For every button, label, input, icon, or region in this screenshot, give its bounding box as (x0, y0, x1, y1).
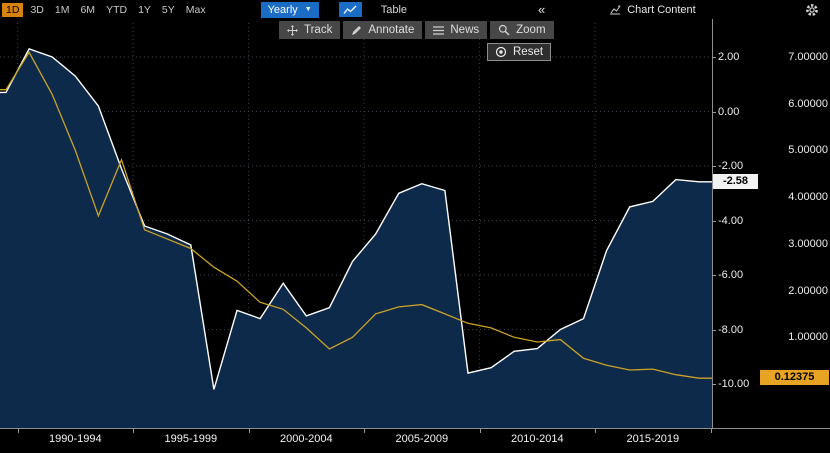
left-scale-tick-label: 0.00 (718, 105, 740, 118)
reset-zoom-button[interactable]: Reset (487, 43, 552, 61)
right-scale-tick-label: 3.00000 (788, 237, 828, 250)
x-axis-tick-mark (595, 429, 597, 433)
period-button-group: 1D 3D 1M 6M YTD 1Y 5Y Max (2, 2, 213, 17)
chevron-down-icon: ▼ (304, 6, 312, 13)
track-label: Track (304, 24, 333, 36)
news-button[interactable]: News (425, 21, 488, 39)
x-axis-tick-mark (17, 429, 19, 433)
x-axis-tick-mark (133, 429, 135, 433)
zoom-magnifier-icon (498, 24, 510, 36)
period-button-1m[interactable]: 1M (54, 3, 70, 16)
zoom-button[interactable]: Zoom (490, 21, 554, 39)
zoom-label: Zoom (516, 24, 546, 36)
x-axis-label: 2000-2004 (279, 433, 333, 445)
last-value-badge-white-series: -2.58 (713, 173, 758, 189)
right-scale-tick-label: 5.00000 (788, 144, 828, 157)
left-scale-tick-label: -6.00 (718, 269, 744, 281)
x-axis-label: 2005-2009 (395, 433, 449, 445)
chart-tools-toolbar: Track Annotate News Zoom (279, 21, 554, 39)
period-button-1d[interactable]: 1D (2, 2, 24, 17)
x-axis-tick-mark (710, 429, 712, 433)
x-axis-tick-mark (248, 429, 250, 433)
right-scale-tick-label: 2.00000 (788, 284, 828, 297)
periodicity-label: Yearly (267, 3, 298, 16)
track-crosshair-icon (287, 24, 298, 36)
chart-content-label: Chart Content (627, 3, 696, 16)
left-scale-tick-label: -8.00 (718, 323, 744, 336)
x-axis-label: 2010-2014 (510, 433, 564, 445)
news-label: News (450, 24, 480, 36)
period-button-ytd[interactable]: YTD (106, 3, 128, 16)
period-button-1y[interactable]: 1Y (138, 3, 151, 16)
period-button-3d[interactable]: 3D (30, 3, 44, 16)
period-button-max[interactable]: Max (185, 3, 206, 16)
left-scale-tick-label: 2.00 (718, 51, 740, 63)
reset-icon (495, 46, 507, 58)
table-button[interactable]: Table (380, 3, 407, 16)
x-axis-tick-mark (364, 429, 366, 433)
chart-plot-area[interactable] (0, 19, 712, 428)
track-button[interactable]: Track (279, 21, 341, 39)
right-scale-tick-label: 1.00000 (788, 331, 828, 344)
annotate-pencil-icon (351, 25, 362, 36)
last-value-badge-yellow-series: 0.12375 (760, 370, 829, 386)
periodicity-dropdown[interactable]: Yearly ▼ (260, 1, 319, 18)
period-button-5y[interactable]: 5Y (161, 3, 175, 16)
left-scale-tick-label: -10.00 (718, 378, 750, 390)
chart-type-button[interactable] (338, 2, 362, 17)
chart-content-button[interactable]: Chart Content (605, 2, 699, 18)
x-axis-label: 1995-1999 (164, 433, 218, 445)
x-axis-label: 1990-1994 (48, 433, 102, 445)
right-scale-tick-label: 6.00000 (788, 97, 828, 110)
settings-gear-button[interactable] (805, 3, 819, 17)
x-axis-label: 2015-2019 (626, 433, 680, 445)
collapse-panel-button[interactable]: « (538, 2, 546, 17)
bottom-axis-line (0, 428, 830, 429)
reset-label: Reset (513, 46, 544, 58)
line-chart-icon (343, 5, 357, 15)
right-axis-line (712, 19, 713, 428)
right-scale-tick-label: 4.00000 (788, 191, 828, 204)
x-axis-tick-mark (479, 429, 481, 433)
period-button-6m[interactable]: 6M (80, 3, 96, 16)
annotate-button[interactable]: Annotate (343, 21, 423, 39)
left-scale-tick-label: -2.00 (718, 160, 744, 172)
left-scale-tick-label: -4.00 (718, 214, 744, 227)
right-scale-tick-label: 7.00000 (788, 51, 828, 63)
chart-content-icon (609, 4, 621, 15)
news-lines-icon (433, 25, 445, 35)
gear-icon (805, 3, 819, 17)
chart-top-toolbar: 1D 3D 1M 6M YTD 1Y 5Y Max Yearly ▼ Table « Char… (0, 0, 830, 19)
annotate-label: Annotate (368, 24, 415, 36)
